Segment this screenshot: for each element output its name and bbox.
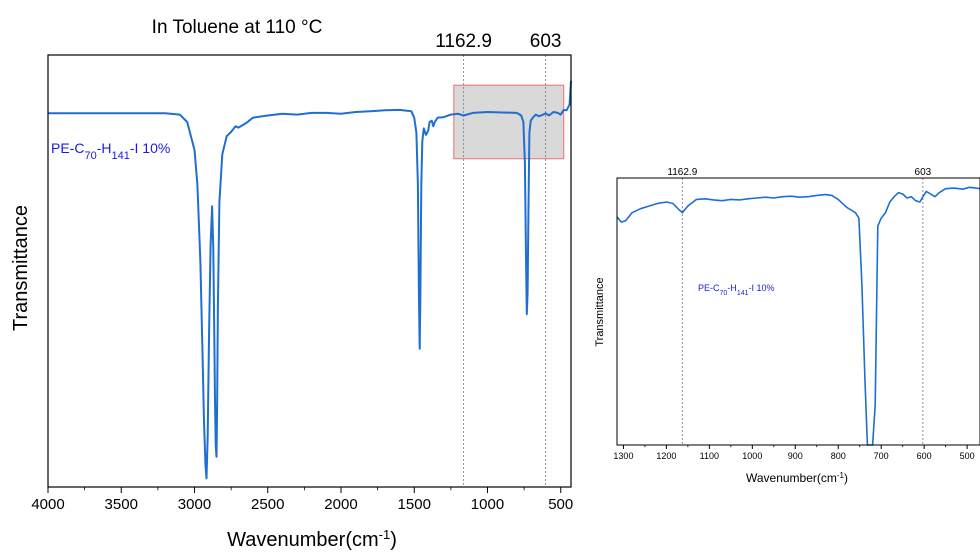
x-tick-label: 1300 [613, 451, 633, 461]
x-tick-label: 3500 [105, 496, 138, 513]
reference-line-label: 603 [530, 31, 562, 52]
x-tick-label: 500 [548, 496, 573, 513]
x-tick-label: 1500 [398, 496, 431, 513]
zoom-spectrum-line [616, 186, 980, 446]
x-tick-label: 3000 [178, 496, 211, 513]
x-tick-label: 1200 [656, 451, 676, 461]
zoom-region-box [453, 84, 565, 160]
x-tick-label: 900 [788, 451, 803, 461]
main-spectrum-line [48, 80, 572, 480]
main-series-label: PE-C70-H141-I 10% [51, 140, 170, 162]
main-x-axis-ticks: 4000 3500 3000 2500 2000 1500 1000 500 [31, 487, 573, 513]
main-plot-frame [47, 54, 572, 488]
reference-line-label: 1162.9 [435, 31, 492, 52]
reference-line-label: 603 [915, 167, 932, 178]
main-chart-title: In Toluene at 110 °C [152, 17, 323, 38]
reference-line-label: 1162.9 [667, 167, 697, 178]
x-tick-label: 1000 [742, 451, 762, 461]
zoom-reference-lines: 1162.9 603 [667, 167, 932, 445]
zoom-x-axis-ticks: 1300 1200 1100 1000 900 800 700 600 500 [613, 445, 975, 461]
x-tick-label: 600 [917, 451, 932, 461]
x-tick-label: 2000 [324, 496, 357, 513]
zoom-plot-frame [616, 177, 980, 446]
zoom-x-axis-label: Wavenumber(cm-1) [746, 471, 848, 486]
zoom-y-axis-label: Transmittance [594, 277, 606, 346]
zoom-chart: 1162.9 603 1300 1200 1100 1000 900 800 700 600 50… [594, 167, 980, 485]
x-tick-label: 2500 [251, 496, 284, 513]
x-tick-label: 4000 [31, 496, 64, 513]
main-reference-lines: 1162.9 603 [435, 31, 562, 487]
main-chart: In Toluene at 110 °C 1162.9 603 4000 3500 3… [10, 17, 573, 551]
zoom-series-label: PE-C70-H141-I 10% [698, 283, 775, 297]
x-tick-label: 1000 [471, 496, 504, 513]
main-y-axis-label: Transmittance [10, 205, 32, 331]
x-tick-label: 500 [960, 451, 975, 461]
x-tick-label: 800 [831, 451, 846, 461]
x-tick-label: 1100 [700, 451, 719, 461]
x-tick-label: 700 [874, 451, 889, 461]
main-x-axis-label: Wavenumber(cm-1) [227, 527, 397, 552]
